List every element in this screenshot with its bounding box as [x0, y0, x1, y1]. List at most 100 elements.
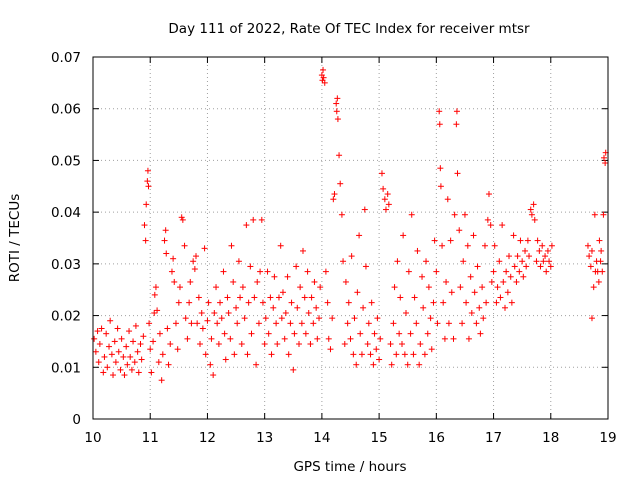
- y-tick-label: 0: [72, 412, 81, 428]
- data-point: [368, 299, 375, 306]
- data-point: [195, 294, 202, 301]
- data-point: [393, 351, 400, 358]
- data-point: [463, 299, 470, 306]
- data-point: [434, 320, 441, 327]
- data-point: [106, 343, 113, 350]
- data-point: [377, 335, 384, 342]
- data-point: [193, 253, 199, 260]
- data-point: [470, 232, 477, 239]
- data-point: [270, 304, 277, 311]
- data-point: [237, 294, 244, 301]
- data-point: [100, 369, 107, 376]
- data-point: [271, 273, 278, 280]
- data-point: [259, 299, 266, 306]
- data-point: [159, 351, 166, 358]
- data-point: [488, 278, 495, 285]
- data-point: [543, 268, 550, 275]
- data-point: [527, 206, 534, 213]
- data-point: [141, 222, 148, 229]
- data-point: [336, 152, 343, 159]
- data-points: [91, 66, 609, 384]
- data-point: [207, 361, 214, 368]
- data-point: [506, 253, 513, 260]
- data-point: [540, 258, 547, 265]
- data-point: [356, 232, 363, 239]
- chart-title: Day 111 of 2022, Rate Of TEC Index for r…: [168, 21, 530, 37]
- data-point: [182, 315, 189, 322]
- y-tick-label: 0.01: [51, 360, 81, 376]
- data-point: [340, 258, 347, 265]
- data-point: [161, 237, 168, 244]
- data-point: [483, 299, 490, 306]
- data-point: [584, 242, 591, 249]
- data-point: [150, 338, 157, 345]
- data-point: [142, 237, 149, 244]
- data-point: [396, 330, 403, 337]
- data-point: [258, 216, 265, 223]
- data-point: [268, 351, 275, 358]
- data-point: [151, 291, 158, 298]
- data-point: [516, 268, 523, 275]
- data-point: [171, 278, 178, 285]
- data-point: [248, 330, 255, 337]
- data-point: [137, 341, 144, 348]
- data-point: [224, 294, 231, 301]
- data-point: [448, 289, 455, 296]
- data-point: [357, 330, 364, 337]
- data-point: [333, 108, 340, 115]
- data-point: [433, 268, 440, 275]
- data-point: [155, 359, 162, 366]
- data-point: [162, 227, 169, 234]
- data-point: [214, 320, 221, 327]
- data-point: [274, 341, 281, 348]
- plot-border: [92, 56, 609, 420]
- data-point: [146, 320, 153, 327]
- data-point: [337, 180, 344, 187]
- data-point: [225, 309, 232, 316]
- data-point: [127, 353, 134, 360]
- x-tick-label: 13: [256, 430, 273, 446]
- y-tick-label: 0.02: [51, 309, 81, 325]
- data-point: [365, 320, 372, 327]
- data-point: [126, 328, 133, 335]
- data-point: [494, 284, 501, 291]
- data-point: [408, 211, 415, 218]
- data-point: [586, 253, 593, 260]
- data-point: [333, 100, 340, 107]
- data-point: [341, 341, 348, 348]
- data-point: [484, 216, 491, 223]
- data-point: [453, 108, 460, 115]
- data-point: [281, 335, 288, 342]
- data-point: [493, 299, 500, 306]
- data-point: [148, 369, 155, 376]
- data-point: [437, 165, 444, 172]
- data-point: [480, 315, 487, 322]
- data-point: [539, 242, 546, 249]
- data-point: [410, 351, 417, 358]
- data-point: [354, 289, 361, 296]
- x-tick-label: 14: [313, 430, 330, 446]
- data-point: [123, 343, 130, 350]
- data-point: [445, 320, 452, 327]
- data-point: [338, 211, 345, 218]
- data-point: [523, 263, 530, 270]
- data-point: [600, 154, 607, 161]
- data-point: [536, 247, 543, 254]
- data-point: [391, 284, 398, 291]
- data-point: [465, 335, 472, 342]
- data-point: [413, 320, 420, 327]
- data-point: [467, 273, 474, 280]
- data-point: [439, 242, 446, 249]
- data-point: [239, 284, 246, 291]
- data-point: [117, 366, 124, 373]
- data-point: [362, 263, 369, 270]
- data-point: [424, 330, 431, 337]
- data-point: [121, 372, 128, 379]
- data-point: [282, 309, 289, 316]
- data-point: [298, 320, 305, 327]
- data-point: [230, 278, 237, 285]
- data-point: [253, 361, 260, 368]
- data-point: [188, 320, 195, 327]
- data-point: [111, 338, 118, 345]
- data-point: [595, 278, 602, 285]
